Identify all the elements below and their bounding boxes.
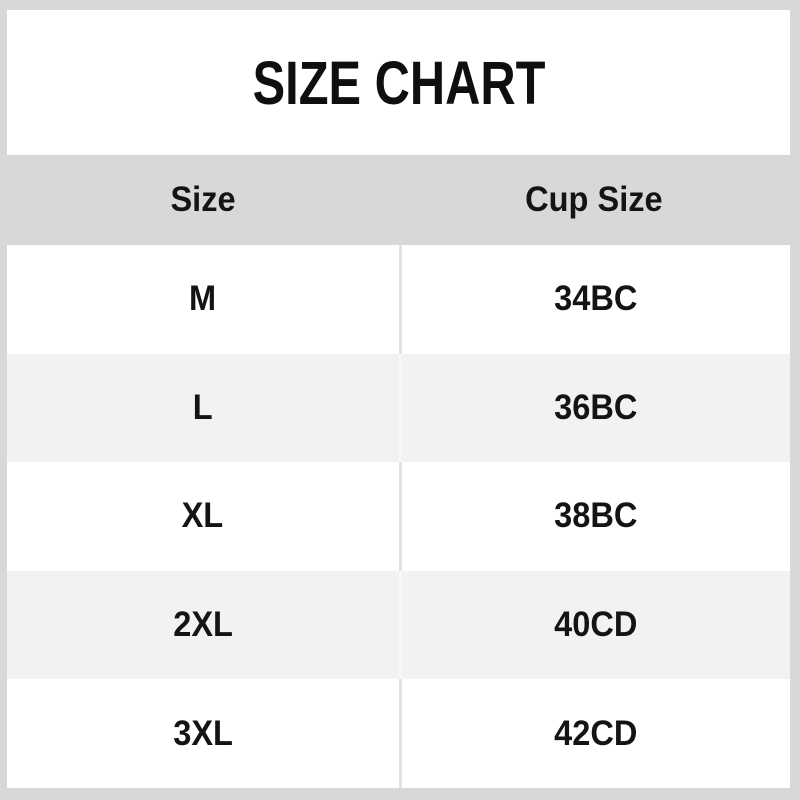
size-cell: M xyxy=(7,245,399,354)
cup-size-cell: 42CD xyxy=(398,679,791,788)
table-row: 3XL 42CD xyxy=(7,679,790,788)
table-header-row: Size Cup Size xyxy=(7,155,790,245)
table-row: XL 38BC xyxy=(7,462,790,571)
chart-title: SIZE CHART xyxy=(252,48,545,117)
size-value: L xyxy=(192,387,213,427)
size-cell: 3XL xyxy=(7,679,399,788)
header-cell-cup-size: Cup Size xyxy=(399,155,791,245)
header-label-cup-size: Cup Size xyxy=(525,180,663,219)
cup-size-cell: 36BC xyxy=(398,353,791,463)
table-row: M 34BC xyxy=(7,245,790,354)
cup-size-cell: 38BC xyxy=(398,462,791,571)
size-value: XL xyxy=(181,496,224,536)
cup-size-value: 40CD xyxy=(554,605,638,645)
cup-size-value: 38BC xyxy=(554,496,638,536)
cup-size-value: 42CD xyxy=(554,713,638,753)
size-cell: 2XL xyxy=(7,571,399,680)
cup-size-cell: 34BC xyxy=(398,245,791,354)
table-row: L 36BC xyxy=(7,353,791,463)
size-cell: XL xyxy=(7,462,399,571)
header-cell-size: Size xyxy=(7,155,399,245)
cup-size-cell: 40CD xyxy=(398,570,791,680)
size-value: 2XL xyxy=(172,605,233,645)
header-label-size: Size xyxy=(170,180,236,219)
cup-size-value: 36BC xyxy=(554,387,638,427)
title-block: SIZE CHART xyxy=(7,10,790,155)
size-cell: L xyxy=(7,354,399,463)
table-row: 2XL 40CD xyxy=(7,570,791,680)
size-value: 3XL xyxy=(172,713,233,753)
size-value: M xyxy=(189,279,217,319)
size-chart-panel: SIZE CHART Size Cup Size M 34BC L 36BC xyxy=(7,10,790,788)
cup-size-value: 34BC xyxy=(554,279,638,319)
